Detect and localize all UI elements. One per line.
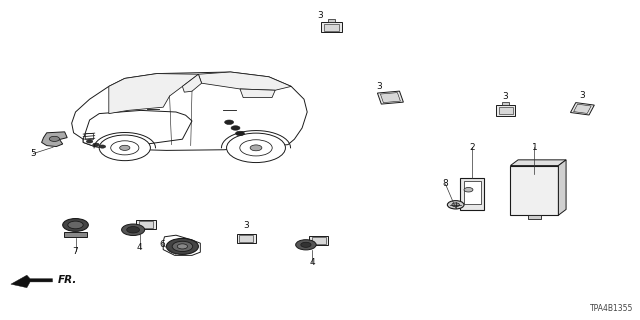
Polygon shape bbox=[198, 72, 291, 90]
Text: 3: 3 bbox=[580, 92, 585, 100]
Text: 4: 4 bbox=[137, 244, 142, 252]
Circle shape bbox=[49, 136, 60, 141]
Bar bbox=[499, 107, 513, 114]
Circle shape bbox=[177, 244, 188, 249]
Circle shape bbox=[447, 201, 464, 209]
Circle shape bbox=[99, 145, 106, 148]
Bar bbox=[570, 103, 595, 115]
Circle shape bbox=[122, 224, 145, 236]
Bar bbox=[136, 220, 156, 229]
Circle shape bbox=[452, 203, 460, 207]
Polygon shape bbox=[240, 89, 275, 98]
Polygon shape bbox=[511, 160, 566, 166]
Bar bbox=[496, 105, 515, 116]
Text: 5: 5 bbox=[31, 149, 36, 158]
Text: 2: 2 bbox=[470, 143, 475, 152]
Text: TPA4B1355: TPA4B1355 bbox=[590, 304, 634, 313]
Circle shape bbox=[127, 227, 140, 233]
Circle shape bbox=[99, 135, 150, 161]
Circle shape bbox=[227, 133, 285, 163]
Text: 7: 7 bbox=[73, 247, 78, 256]
Polygon shape bbox=[11, 275, 52, 288]
Text: FR.: FR. bbox=[58, 275, 77, 285]
Bar bbox=[511, 165, 558, 215]
Text: 3: 3 bbox=[376, 82, 381, 91]
Polygon shape bbox=[83, 110, 192, 149]
Circle shape bbox=[225, 120, 234, 124]
Bar bbox=[573, 104, 591, 113]
Circle shape bbox=[93, 143, 99, 146]
Polygon shape bbox=[109, 74, 198, 114]
Polygon shape bbox=[42, 132, 67, 147]
Text: 4: 4 bbox=[310, 258, 315, 267]
Bar bbox=[464, 181, 481, 204]
Bar bbox=[312, 237, 326, 244]
Text: 3: 3 bbox=[317, 12, 323, 20]
Circle shape bbox=[464, 188, 473, 192]
Bar bbox=[237, 234, 256, 243]
Text: 3: 3 bbox=[503, 92, 508, 101]
Bar bbox=[321, 22, 342, 32]
Polygon shape bbox=[64, 232, 87, 237]
Circle shape bbox=[231, 126, 240, 130]
Circle shape bbox=[86, 140, 93, 143]
Text: 3: 3 bbox=[244, 221, 249, 230]
Circle shape bbox=[236, 131, 244, 136]
Circle shape bbox=[120, 145, 130, 150]
Bar bbox=[139, 221, 153, 228]
Text: 1: 1 bbox=[532, 143, 537, 152]
Circle shape bbox=[68, 221, 83, 229]
Text: 6: 6 bbox=[160, 240, 165, 249]
Bar bbox=[502, 102, 509, 105]
Circle shape bbox=[296, 240, 316, 250]
Circle shape bbox=[63, 219, 88, 231]
Bar bbox=[328, 19, 335, 22]
Circle shape bbox=[172, 241, 193, 252]
Bar bbox=[309, 236, 328, 245]
Text: 8: 8 bbox=[443, 180, 448, 188]
Circle shape bbox=[250, 145, 262, 151]
Polygon shape bbox=[558, 160, 566, 215]
Polygon shape bbox=[72, 72, 307, 150]
Bar bbox=[460, 178, 484, 210]
Circle shape bbox=[301, 242, 311, 247]
Bar bbox=[85, 133, 93, 139]
Polygon shape bbox=[182, 74, 202, 92]
Bar bbox=[378, 91, 403, 104]
Bar bbox=[324, 24, 339, 31]
Bar bbox=[528, 214, 541, 219]
Bar bbox=[239, 235, 253, 242]
Bar bbox=[380, 92, 401, 103]
Circle shape bbox=[166, 238, 198, 254]
